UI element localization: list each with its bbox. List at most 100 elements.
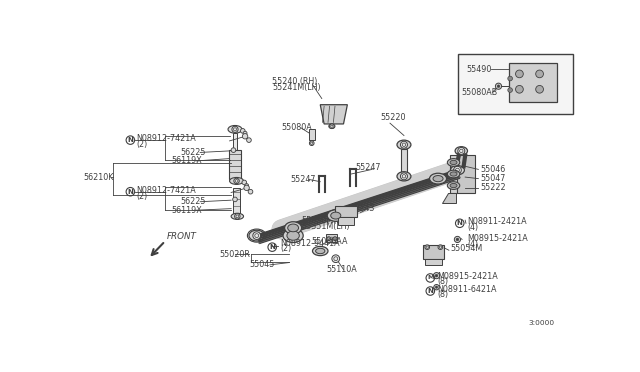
Ellipse shape <box>329 124 335 129</box>
Ellipse shape <box>231 213 244 219</box>
Bar <box>233 133 237 150</box>
Circle shape <box>425 245 429 250</box>
Text: 55046: 55046 <box>480 165 505 174</box>
Bar <box>229 150 241 179</box>
Circle shape <box>516 70 524 78</box>
Circle shape <box>233 197 237 202</box>
Bar <box>422 245 444 259</box>
Text: 55490: 55490 <box>466 65 492 74</box>
Text: 55243: 55243 <box>349 204 375 213</box>
Circle shape <box>231 148 236 153</box>
Circle shape <box>458 147 465 154</box>
Circle shape <box>309 141 314 145</box>
Text: N: N <box>457 220 463 226</box>
Text: 55047: 55047 <box>480 174 505 183</box>
Ellipse shape <box>447 170 460 178</box>
Ellipse shape <box>447 182 460 189</box>
Circle shape <box>401 173 408 180</box>
Text: 56119X: 56119X <box>172 156 202 166</box>
Circle shape <box>234 178 239 184</box>
Text: (4): (4) <box>467 240 479 249</box>
Text: FRONT: FRONT <box>167 232 196 241</box>
Bar <box>401 150 407 176</box>
Circle shape <box>243 131 247 135</box>
Text: N08912-9441A: N08912-9441A <box>280 239 340 248</box>
Circle shape <box>327 237 331 241</box>
Circle shape <box>248 189 253 194</box>
Text: 55247: 55247 <box>291 175 316 184</box>
Bar <box>456 155 476 193</box>
Ellipse shape <box>450 160 457 164</box>
Circle shape <box>456 238 459 241</box>
Text: N: N <box>127 137 133 143</box>
Ellipse shape <box>397 172 411 181</box>
Ellipse shape <box>327 210 344 221</box>
Text: N08911-2421A: N08911-2421A <box>467 217 527 226</box>
Ellipse shape <box>285 222 301 234</box>
Text: N: N <box>127 189 133 195</box>
Text: 55020R: 55020R <box>220 250 250 259</box>
Circle shape <box>246 138 252 142</box>
Circle shape <box>536 70 543 78</box>
Ellipse shape <box>283 229 303 243</box>
Circle shape <box>253 232 260 240</box>
Ellipse shape <box>249 230 264 241</box>
Text: (2): (2) <box>280 244 291 253</box>
Text: 56225: 56225 <box>180 197 206 206</box>
Circle shape <box>435 274 438 277</box>
Circle shape <box>244 184 248 187</box>
Ellipse shape <box>230 177 244 185</box>
Ellipse shape <box>433 176 443 182</box>
Circle shape <box>438 245 443 250</box>
Text: M08915-2421A: M08915-2421A <box>467 234 528 243</box>
Text: 55054M: 55054M <box>451 244 483 253</box>
Circle shape <box>497 85 500 87</box>
Text: M: M <box>427 275 433 280</box>
Circle shape <box>433 273 440 279</box>
Circle shape <box>495 83 502 89</box>
Bar <box>458 54 573 114</box>
Text: 55220: 55220 <box>381 113 406 122</box>
Bar <box>450 155 458 193</box>
Ellipse shape <box>451 166 465 175</box>
Circle shape <box>434 285 439 290</box>
Text: M08915-2421A: M08915-2421A <box>437 272 498 281</box>
Circle shape <box>508 88 513 92</box>
Circle shape <box>516 86 524 93</box>
Ellipse shape <box>228 125 242 133</box>
Circle shape <box>435 286 438 288</box>
Ellipse shape <box>450 172 457 176</box>
Text: 55350M(RH): 55350M(RH) <box>301 216 351 225</box>
Circle shape <box>241 129 245 133</box>
Ellipse shape <box>397 140 411 150</box>
Polygon shape <box>442 193 456 203</box>
Circle shape <box>401 141 408 148</box>
Text: 55080AB: 55080AB <box>461 88 497 97</box>
Ellipse shape <box>450 183 457 187</box>
Text: (8): (8) <box>437 277 449 286</box>
Circle shape <box>332 255 340 263</box>
Ellipse shape <box>447 158 460 166</box>
Ellipse shape <box>316 248 325 254</box>
Circle shape <box>454 236 461 243</box>
Ellipse shape <box>429 173 447 184</box>
Text: (2): (2) <box>136 140 148 149</box>
Text: (4): (4) <box>467 224 479 232</box>
Text: N: N <box>269 244 275 250</box>
Text: 55351M(LH): 55351M(LH) <box>301 222 349 231</box>
Circle shape <box>235 214 240 219</box>
Text: 55080AA: 55080AA <box>311 237 348 246</box>
Bar <box>308 129 315 140</box>
Text: 3:0000: 3:0000 <box>528 320 554 326</box>
Text: 55222: 55222 <box>480 183 506 192</box>
Circle shape <box>508 76 513 81</box>
Text: N08912-7421A: N08912-7421A <box>136 134 196 143</box>
Ellipse shape <box>331 212 340 219</box>
Text: N08911-6421A: N08911-6421A <box>437 285 497 294</box>
Bar <box>425 259 442 265</box>
Polygon shape <box>320 105 348 124</box>
Bar <box>338 217 353 225</box>
Text: 56225: 56225 <box>180 148 206 157</box>
Text: 55241M(LH): 55241M(LH) <box>272 83 321 92</box>
Text: (8): (8) <box>437 291 449 299</box>
